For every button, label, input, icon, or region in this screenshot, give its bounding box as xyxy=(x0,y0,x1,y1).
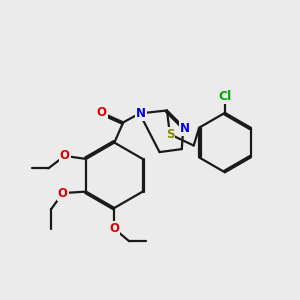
Text: O: O xyxy=(97,106,107,119)
Text: S: S xyxy=(166,128,174,141)
Text: Cl: Cl xyxy=(218,90,232,103)
Text: O: O xyxy=(109,222,119,235)
Text: O: O xyxy=(60,149,70,162)
Text: N: N xyxy=(180,122,190,135)
Text: N: N xyxy=(136,107,146,120)
Text: O: O xyxy=(58,187,68,200)
